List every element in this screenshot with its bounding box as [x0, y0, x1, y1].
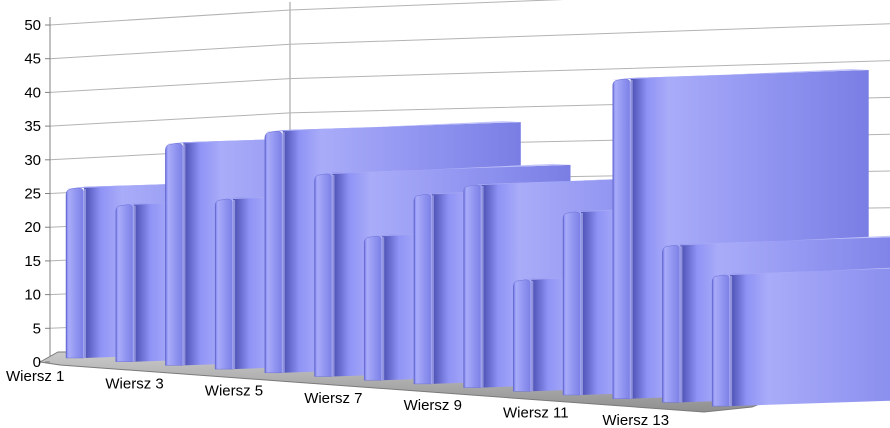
y-tick-label: 10: [24, 287, 41, 304]
y-tick-label: 35: [24, 118, 41, 135]
bar-top-face: [662, 235, 890, 247]
bar-front-face: [562, 211, 582, 396]
y-tick-label: 15: [24, 253, 41, 270]
bar-top-face: [264, 121, 521, 133]
bar-top-face: [612, 68, 869, 80]
bar-highlight: [132, 205, 136, 362]
x-category-label: Wiersz 1: [6, 368, 64, 385]
y-tick-label: 40: [24, 84, 41, 101]
bar-front-face: [711, 274, 731, 407]
bar-highlight: [381, 237, 385, 381]
y-tick-label: 50: [24, 17, 41, 34]
y-tick-label: 5: [33, 320, 41, 337]
bar-front-face: [165, 143, 184, 366]
y-tick-label: 20: [24, 219, 41, 236]
y-tick-label: 0: [33, 354, 41, 371]
bar-highlight: [232, 199, 236, 370]
bar-top-face: [314, 163, 571, 175]
bars: [65, 68, 890, 407]
x-category-label: Wiersz 3: [105, 375, 163, 392]
bar-highlight: [530, 280, 534, 392]
x-category-label: Wiersz 7: [304, 390, 362, 407]
bar-highlight: [281, 132, 285, 373]
bar-front-face: [214, 198, 234, 370]
bar-highlight: [629, 79, 633, 399]
x-category-label: Wiersz 11: [503, 405, 569, 422]
bar-front-face: [662, 245, 681, 403]
bar-front-face: [314, 173, 333, 377]
bar-highlight: [480, 185, 484, 388]
x-category-label: Wiersz 9: [404, 397, 462, 414]
bar-highlight: [182, 144, 186, 366]
bar-front-face: [363, 235, 383, 381]
bar-front-face: [513, 279, 532, 392]
bar-highlight: [83, 188, 86, 358]
bar-front-face: [264, 130, 284, 374]
bar-top-face: [712, 267, 890, 277]
x-category-label: Wiersz 5: [205, 383, 263, 400]
bar-front-face: [612, 78, 631, 399]
y-ticks: 0 5 10 15 20 25 30 35 40 45 50: [24, 17, 50, 371]
bar-front-face: [413, 194, 433, 385]
bar-highlight: [580, 212, 583, 395]
x-category-label: Wiersz 13: [602, 412, 669, 428]
bar-side-face: [730, 268, 890, 407]
x-category-labels: Wiersz 1 Wiersz 3 Wiersz 5 Wiersz 7 Wiersz 9…: [6, 368, 669, 428]
y-tick-label: 45: [24, 51, 41, 68]
bar-highlight: [729, 276, 733, 407]
bar: [711, 267, 890, 407]
y-tick-label: 25: [24, 186, 41, 203]
bar-highlight: [679, 246, 683, 403]
bar-highlight: [331, 174, 335, 377]
gridline: [49, 23, 890, 60]
bar-front-face: [463, 184, 482, 388]
bar-front-face: [115, 204, 134, 362]
y-tick-label: 30: [24, 152, 41, 169]
gridline: [49, 0, 564, 26]
gridline: [49, 60, 890, 93]
bar-front-face: [65, 187, 85, 359]
bar-highlight: [430, 195, 434, 384]
